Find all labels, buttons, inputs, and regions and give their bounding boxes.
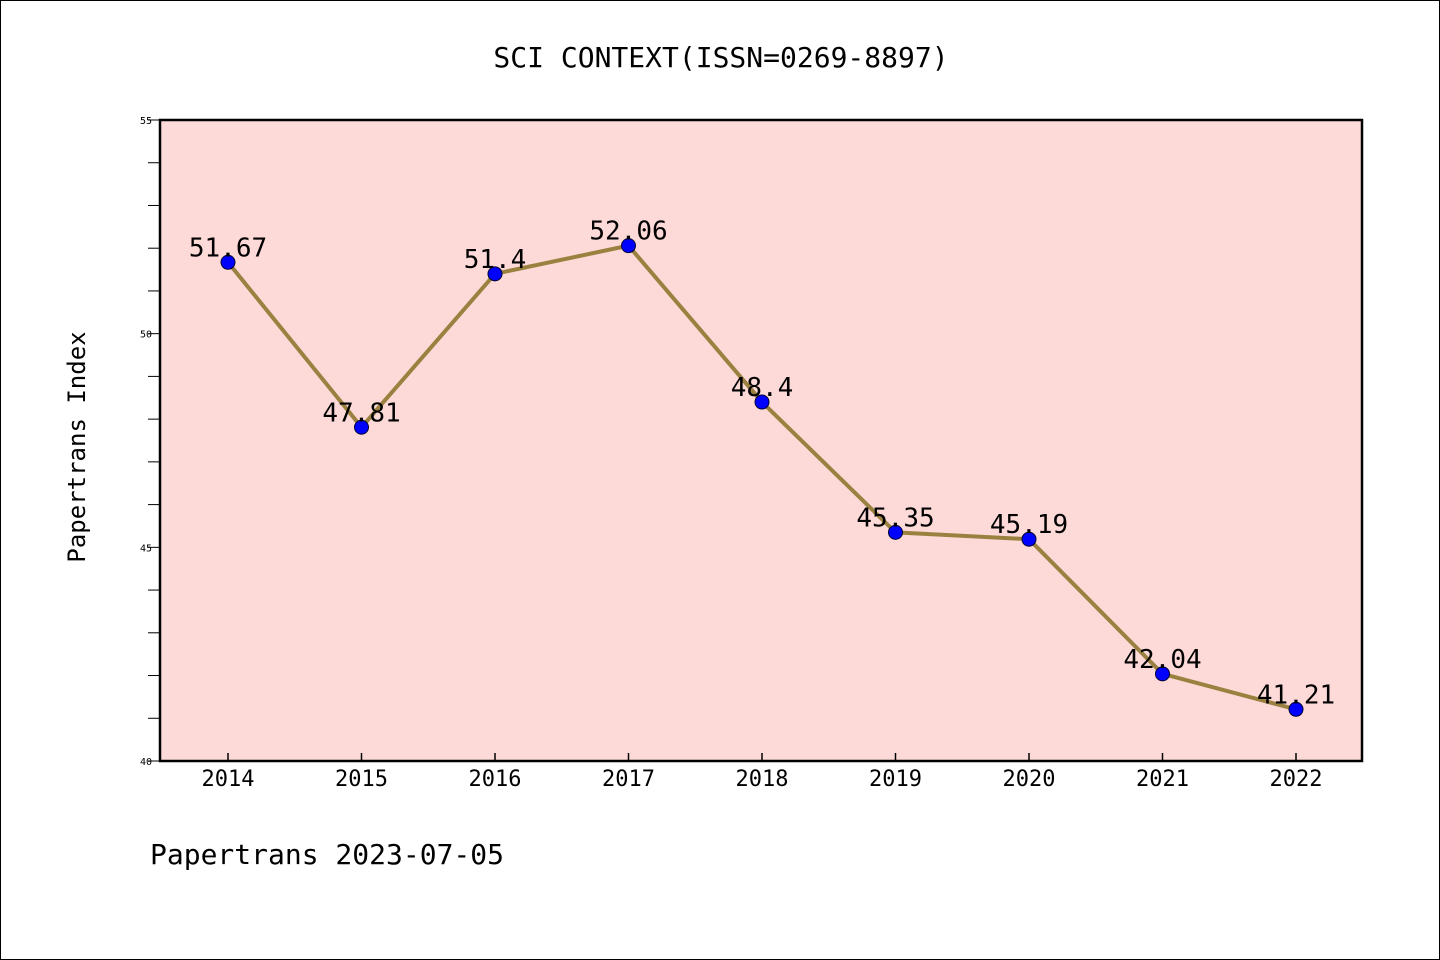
data-point-marker <box>354 419 369 435</box>
x-tick-label: 2021 <box>1136 767 1189 792</box>
axis-ticks: 40 45 50 55 2014 2015 2016 2017 2018 2019 2020 2021… <box>140 116 1323 792</box>
chart-title: SCI CONTEXT(ISSN=0269-8897) <box>493 41 948 74</box>
data-point-marker <box>1155 666 1170 682</box>
x-tick-label: 2018 <box>736 767 789 792</box>
data-label: 48.4 <box>731 373 794 403</box>
y-axis-label: Papertrans Index <box>63 331 91 562</box>
data-point-marker <box>1021 531 1037 547</box>
data-label: 52.06 <box>589 217 667 247</box>
x-tick-label: 2022 <box>1270 767 1323 792</box>
y-tick-label: 40 <box>140 757 152 768</box>
data-point-marker <box>754 394 770 410</box>
data-point-marker <box>1288 701 1304 717</box>
plot-area <box>160 120 1362 761</box>
y-tick-label: 45 <box>140 543 152 554</box>
data-point-marker <box>220 254 236 270</box>
data-label: 42.04 <box>1123 645 1201 675</box>
x-tick-label: 2014 <box>202 767 255 792</box>
y-tick-label: 50 <box>140 330 152 341</box>
data-label: 51.67 <box>189 233 267 263</box>
footer-text: Papertrans 2023-07-05 <box>150 838 504 871</box>
data-point-marker <box>621 238 636 254</box>
data-label: 45.35 <box>856 503 934 533</box>
data-label: 45.19 <box>990 510 1068 540</box>
x-tick-label: 2017 <box>602 767 655 792</box>
data-label: 51.4 <box>464 245 527 275</box>
marker-group <box>220 238 1304 717</box>
x-tick-label: 2019 <box>869 767 922 792</box>
data-label-group: 51.67 47.81 51.4 52.06 48.4 45.35 45.19 42.04 41… <box>189 217 1335 711</box>
x-tick-label: 2015 <box>335 767 388 792</box>
data-point-marker <box>487 266 503 282</box>
data-label: 47.81 <box>322 398 400 428</box>
x-tick-label: 2020 <box>1003 767 1056 792</box>
y-tick-label: 55 <box>140 116 152 127</box>
plot-border <box>158 118 1364 763</box>
x-tick-label: 2016 <box>469 767 522 792</box>
data-label: 41.21 <box>1257 680 1335 710</box>
data-point-marker <box>888 524 903 540</box>
